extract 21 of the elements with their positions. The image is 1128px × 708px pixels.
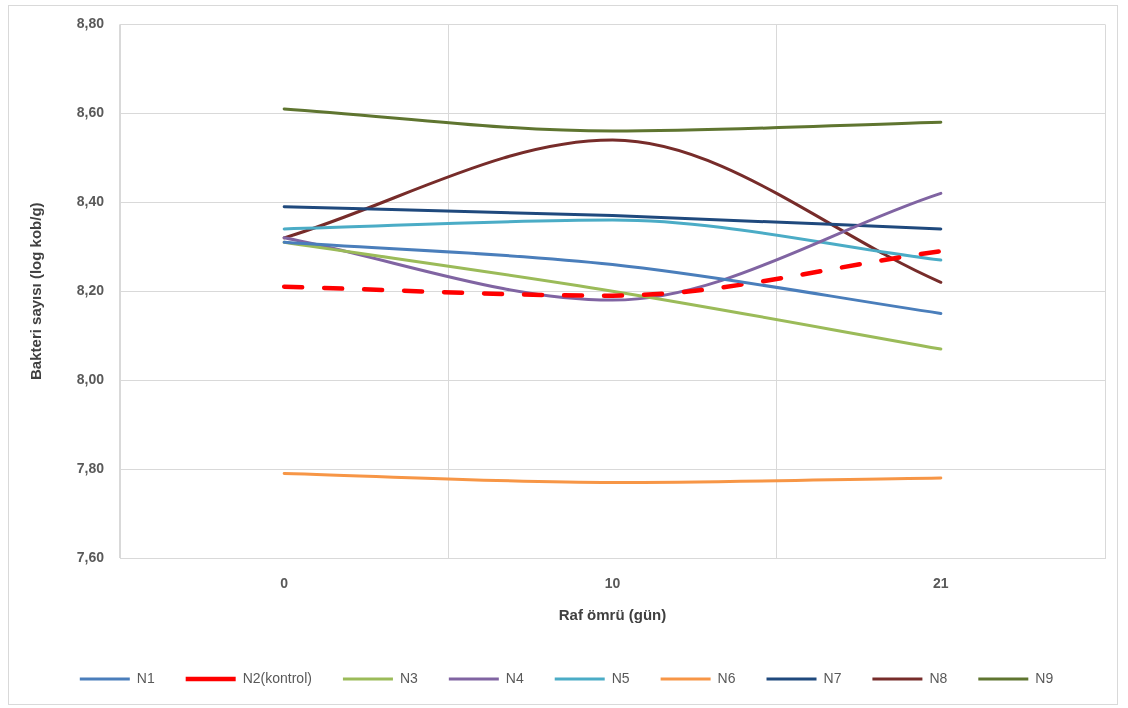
legend-label: N6: [717, 669, 736, 686]
y-tick-label: 7,60: [76, 548, 105, 565]
legend-label: N8: [929, 669, 948, 686]
x-tick-label: 0: [280, 575, 289, 592]
x-axis-title: Raf ömrü (gün): [558, 606, 667, 624]
y-tick-label: 8,80: [76, 15, 105, 32]
y-axis-title: Bakteri sayısı (log kob/g): [27, 202, 45, 380]
y-tick-label: 8,40: [76, 193, 105, 210]
y-tick-label: 8,00: [76, 370, 105, 387]
legend-label: N7: [823, 669, 842, 686]
legend-label: N4: [505, 669, 524, 686]
legend-label: N3: [399, 669, 419, 686]
legend-label: N5: [611, 669, 630, 686]
legend-label: N2(kontrol): [242, 669, 312, 686]
legend-label: N9: [1035, 669, 1054, 686]
legend-label: N1: [136, 669, 155, 686]
y-tick-label: 7,80: [76, 459, 105, 476]
y-tick-label: 8,60: [76, 104, 105, 121]
y-tick-label: 8,20: [76, 282, 105, 299]
x-tick-label: 21: [933, 575, 949, 592]
x-tick-label: 10: [604, 575, 621, 592]
